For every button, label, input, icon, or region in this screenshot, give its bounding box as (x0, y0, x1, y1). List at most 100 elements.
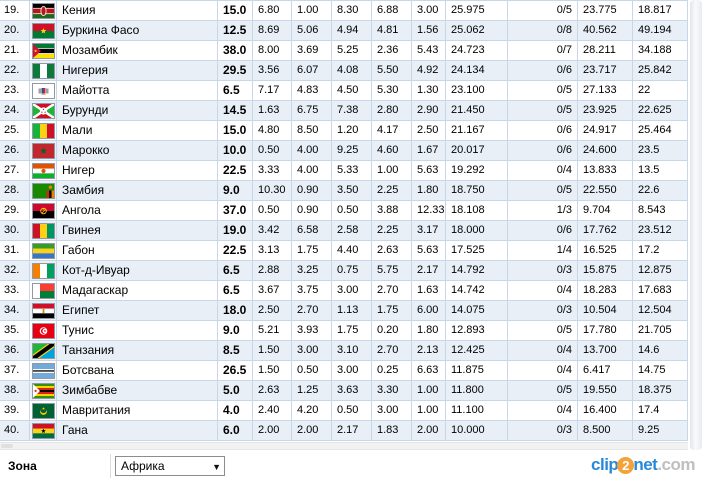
value-cell: 5.06 (292, 21, 332, 40)
value-cell: 3.30 (372, 381, 412, 400)
zone-label: Зона (8, 459, 37, 473)
table-row[interactable]: 24. Бурунди 14.5 1.63 6.75 7.38 2.80 2.90 21.450… (0, 101, 688, 121)
value-cell: 4.50 (332, 81, 372, 100)
value-cell: 1.63 (253, 101, 292, 120)
value-cell: 8.500 (578, 421, 633, 440)
table-row[interactable]: 36. Танзания 8.5 1.50 3.00 3.10 2.70 2.13 12.425… (0, 341, 688, 361)
value-cell: 2.58 (332, 221, 372, 240)
value-cell: 3.13 (253, 241, 292, 260)
clip2net-logo[interactable]: clip 2 net .com (591, 455, 695, 475)
value-cell: 7.17 (253, 81, 292, 100)
value-cell: 16.400 (578, 401, 633, 420)
value-cell: 0/6 (508, 141, 578, 160)
bold-value-cell: 22.5 (218, 161, 253, 180)
value-cell: 9.25 (633, 421, 688, 440)
value-cell: 6.88 (372, 1, 412, 20)
value-cell: 0.90 (292, 181, 332, 200)
value-cell: 1.25 (292, 381, 332, 400)
value-cell: 25.464 (633, 121, 688, 140)
logo-clip-text: clip (591, 455, 619, 474)
flag-cell (30, 241, 57, 260)
table-row[interactable]: 31. Габон 22.5 3.13 1.75 4.40 2.63 5.63 17.525 1/… (0, 241, 688, 261)
bold-value-cell: 9.0 (218, 181, 253, 200)
flag-cell (30, 381, 57, 400)
table-row[interactable]: 38. Зимбабве 5.0 2.63 1.25 3.63 3.30 1.00 11.800… (0, 381, 688, 401)
table-row[interactable]: 23. Майотта 6.5 7.17 4.83 4.50 5.30 1.30 23.100 0… (0, 81, 688, 101)
value-cell: 5.63 (412, 161, 446, 180)
table-row[interactable]: 34. Египет 18.0 2.50 2.70 1.13 1.75 6.00 14.075 0… (0, 301, 688, 321)
value-cell: 18.000 (446, 221, 508, 240)
flag-cell (30, 201, 57, 220)
table-row[interactable]: 37. Ботсвана 26.5 1.50 0.50 3.00 0.25 6.63 11.87… (0, 361, 688, 381)
flag-cell (30, 341, 57, 360)
table-row[interactable]: 27. Нигер 22.5 3.33 4.00 5.33 1.00 5.63 19.292 0/… (0, 161, 688, 181)
value-cell: 2.88 (253, 261, 292, 280)
value-cell: 0.25 (372, 361, 412, 380)
hscroll-thumb[interactable] (1, 444, 13, 448)
value-cell: 18.817 (633, 1, 688, 20)
value-cell: 3.00 (332, 361, 372, 380)
country-cell: Замбия (57, 181, 218, 200)
table-row[interactable]: 19. Кения 15.0 6.80 1.00 8.30 6.88 3.00 25.975 0/… (0, 1, 688, 21)
table-row[interactable]: 26. Марокко 10.0 0.50 4.00 9.25 4.60 1.67 20.017… (0, 141, 688, 161)
value-cell: 3.17 (412, 221, 446, 240)
table-row[interactable]: 21. Мозамбик 38.0 8.00 3.69 5.25 2.36 5.43 24.72… (0, 41, 688, 61)
value-cell: 2.36 (372, 41, 412, 60)
table-row[interactable]: 33. Мадагаскар 6.5 3.67 3.75 3.00 2.70 1.63 14.7… (0, 281, 688, 301)
chevron-down-icon: ▼ (212, 462, 221, 472)
value-cell: 0/8 (508, 21, 578, 40)
standings-table: 19. Кения 15.0 6.80 1.00 8.30 6.88 3.00 25.975 0/… (0, 0, 688, 441)
value-cell: 16.525 (578, 241, 633, 260)
value-cell: 13.833 (578, 161, 633, 180)
value-cell: 0/5 (508, 1, 578, 20)
flag-cell (30, 101, 57, 120)
value-cell: 14.075 (446, 301, 508, 320)
value-cell: 2.50 (253, 301, 292, 320)
horizontal-scrollbar[interactable] (0, 442, 688, 450)
value-cell: 2.70 (372, 341, 412, 360)
value-cell: 0/4 (508, 161, 578, 180)
table-row[interactable]: 40. Гана 6.0 2.00 2.00 2.17 1.83 2.00 10.000 0/3 8… (0, 421, 688, 441)
value-cell: 4.92 (412, 61, 446, 80)
value-cell: 23.512 (633, 221, 688, 240)
value-cell: 3.63 (332, 381, 372, 400)
vertical-scrollbar[interactable] (690, 0, 702, 450)
value-cell: 8.00 (253, 41, 292, 60)
table-row[interactable]: 25. Мали 15.0 4.80 8.50 1.20 4.17 2.50 21.167 0/6… (0, 121, 688, 141)
country-cell: Габон (57, 241, 218, 260)
zone-select[interactable]: Африка ▼ (115, 456, 225, 476)
bold-value-cell: 26.5 (218, 361, 253, 380)
value-cell: 0/4 (508, 361, 578, 380)
table-row[interactable]: 39. Мавритания 4.0 2.40 4.20 0.50 3.00 1.00 11.1… (0, 401, 688, 421)
rank-cell: 28. (0, 181, 30, 200)
table-row[interactable]: 29. Ангола 37.0 0.50 0.90 0.50 3.88 12.33 18.108… (0, 201, 688, 221)
value-cell: 11.800 (446, 381, 508, 400)
table-row[interactable]: 20. Буркина Фасо 12.5 8.69 5.06 4.94 4.81 1.56 2… (0, 21, 688, 41)
rank-cell: 31. (0, 241, 30, 260)
value-cell: 13.700 (578, 341, 633, 360)
rank-cell: 23. (0, 81, 30, 100)
value-cell: 0/6 (508, 61, 578, 80)
value-cell: 12.33 (412, 201, 446, 220)
table-row[interactable]: 30. Гвинея 19.0 3.42 6.58 2.58 2.25 3.17 18.000 0… (0, 221, 688, 241)
flag-botswana-icon (31, 362, 55, 379)
value-cell: 0/4 (508, 341, 578, 360)
value-cell: 2.25 (372, 181, 412, 200)
table-row[interactable]: 22. Нигерия 29.5 3.56 6.07 4.08 5.50 4.92 24.134… (0, 61, 688, 81)
table-row[interactable]: 28. Замбия 9.0 10.30 0.90 3.50 2.25 1.80 18.750 0… (0, 181, 688, 201)
value-cell: 1.13 (332, 301, 372, 320)
table-row[interactable]: 32. Кот-д-Ивуар 6.5 2.88 3.25 0.75 5.75 2.17 14.… (0, 261, 688, 281)
flag-mayotte-icon (31, 82, 55, 99)
value-cell: 17.780 (578, 321, 633, 340)
flag-morocco-icon (31, 142, 55, 159)
value-cell: 6.07 (292, 61, 332, 80)
table-row[interactable]: 35. Тунис 9.0 5.21 3.93 1.75 0.20 1.80 12.893 0/5… (0, 321, 688, 341)
value-cell: 1.56 (412, 21, 446, 40)
bold-value-cell: 22.5 (218, 241, 253, 260)
bold-value-cell: 6.5 (218, 281, 253, 300)
value-cell: 8.30 (332, 1, 372, 20)
value-cell: 3.50 (332, 181, 372, 200)
value-cell: 2.90 (412, 101, 446, 120)
country-cell: Тунис (57, 321, 218, 340)
country-cell: Гвинея (57, 221, 218, 240)
